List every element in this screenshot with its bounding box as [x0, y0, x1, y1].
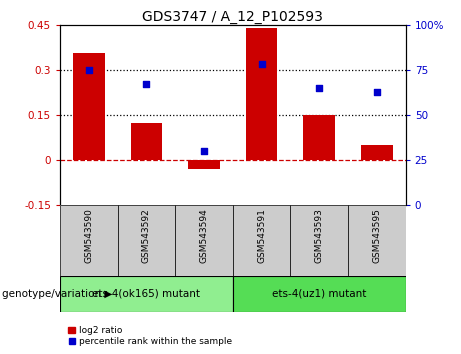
Bar	[290, 205, 348, 276]
Point	[85, 67, 92, 73]
Text: genotype/variation ▶: genotype/variation ▶	[2, 289, 112, 299]
Point	[142, 81, 150, 87]
Point	[373, 89, 381, 95]
Point	[258, 62, 266, 67]
Bar	[175, 205, 233, 276]
Text: GSM543593: GSM543593	[315, 208, 324, 263]
Bar	[60, 276, 233, 312]
Point	[200, 148, 207, 154]
Bar	[60, 205, 118, 276]
Bar	[303, 115, 335, 160]
Point	[315, 85, 323, 91]
Bar	[246, 28, 278, 160]
Text: ets-4(uz1) mutant: ets-4(uz1) mutant	[272, 289, 366, 299]
Bar	[361, 145, 393, 160]
Text: GSM543594: GSM543594	[200, 208, 208, 263]
Bar	[73, 53, 105, 160]
Title: GDS3747 / A_12_P102593: GDS3747 / A_12_P102593	[142, 10, 323, 24]
Bar	[348, 205, 406, 276]
Bar	[130, 122, 162, 160]
Bar	[188, 160, 220, 169]
Text: ets-4(ok165) mutant: ets-4(ok165) mutant	[92, 289, 201, 299]
Text: GSM543592: GSM543592	[142, 208, 151, 263]
Bar	[233, 205, 290, 276]
Text: GSM543591: GSM543591	[257, 208, 266, 263]
Legend: log2 ratio, percentile rank within the sample: log2 ratio, percentile rank within the s…	[65, 322, 236, 349]
Text: GSM543595: GSM543595	[372, 208, 381, 263]
Text: GSM543590: GSM543590	[84, 208, 93, 263]
Bar	[118, 205, 175, 276]
Bar	[233, 276, 406, 312]
